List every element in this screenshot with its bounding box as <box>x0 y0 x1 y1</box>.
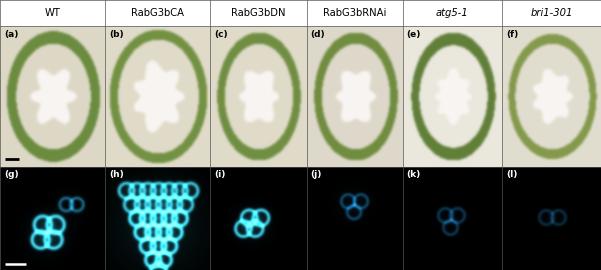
Text: atg5-1: atg5-1 <box>436 8 469 18</box>
Text: WT: WT <box>44 8 61 18</box>
Text: (k): (k) <box>407 170 421 180</box>
Text: (f): (f) <box>506 30 518 39</box>
Text: RabG3bDN: RabG3bDN <box>231 8 285 18</box>
Text: (h): (h) <box>109 170 124 180</box>
Text: (a): (a) <box>4 30 19 39</box>
Text: (i): (i) <box>214 170 225 180</box>
Text: (b): (b) <box>109 30 124 39</box>
Text: (e): (e) <box>407 30 421 39</box>
Text: (l): (l) <box>506 170 517 180</box>
Text: (c): (c) <box>214 30 228 39</box>
Text: (g): (g) <box>4 170 19 180</box>
Text: RabG3bCA: RabG3bCA <box>131 8 185 18</box>
Text: RabG3bRNAi: RabG3bRNAi <box>323 8 386 18</box>
Text: bri1-301: bri1-301 <box>530 8 573 18</box>
Text: (j): (j) <box>310 170 322 180</box>
Text: (d): (d) <box>310 30 325 39</box>
